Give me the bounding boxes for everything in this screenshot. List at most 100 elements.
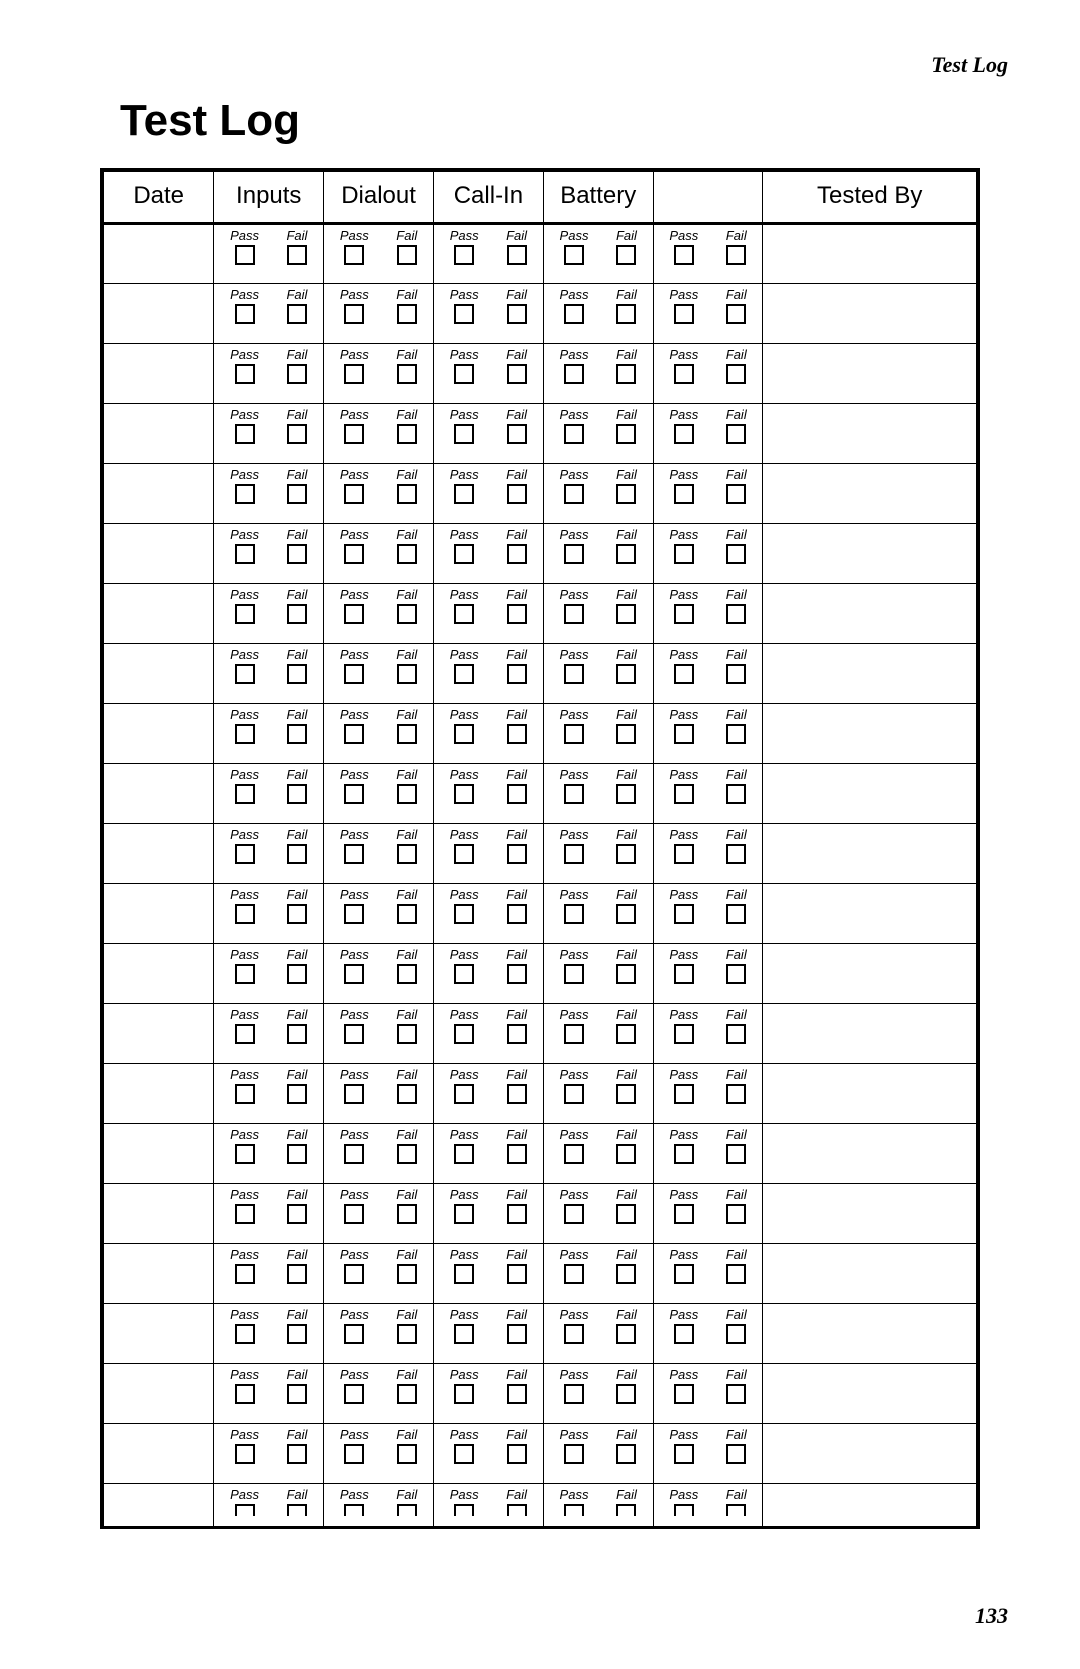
pass-checkbox[interactable]	[235, 1144, 255, 1164]
fail-checkbox[interactable]	[726, 424, 746, 444]
date-cell[interactable]	[104, 764, 214, 824]
pass-checkbox[interactable]	[564, 304, 584, 324]
tested-by-cell[interactable]	[763, 1064, 976, 1124]
tested-by-cell[interactable]	[763, 644, 976, 704]
pass-checkbox[interactable]	[454, 964, 474, 984]
pass-checkbox[interactable]	[674, 844, 694, 864]
pass-checkbox[interactable]	[674, 1264, 694, 1284]
date-cell[interactable]	[104, 1304, 214, 1364]
pass-checkbox[interactable]	[235, 1324, 255, 1344]
pass-checkbox[interactable]	[454, 484, 474, 504]
pass-checkbox[interactable]	[454, 364, 474, 384]
date-cell[interactable]	[104, 344, 214, 404]
pass-checkbox[interactable]	[344, 304, 364, 324]
pass-checkbox[interactable]	[344, 904, 364, 924]
pass-checkbox[interactable]	[344, 544, 364, 564]
fail-checkbox[interactable]	[726, 1504, 746, 1516]
pass-checkbox[interactable]	[344, 604, 364, 624]
pass-checkbox[interactable]	[454, 1144, 474, 1164]
fail-checkbox[interactable]	[397, 1144, 417, 1164]
pass-checkbox[interactable]	[235, 784, 255, 804]
pass-checkbox[interactable]	[344, 1204, 364, 1224]
fail-checkbox[interactable]	[726, 784, 746, 804]
date-cell[interactable]	[104, 1484, 214, 1526]
pass-checkbox[interactable]	[454, 1324, 474, 1344]
pass-checkbox[interactable]	[564, 544, 584, 564]
fail-checkbox[interactable]	[397, 544, 417, 564]
fail-checkbox[interactable]	[726, 664, 746, 684]
pass-checkbox[interactable]	[344, 964, 364, 984]
pass-checkbox[interactable]	[454, 544, 474, 564]
fail-checkbox[interactable]	[397, 304, 417, 324]
fail-checkbox[interactable]	[726, 245, 746, 265]
fail-checkbox[interactable]	[397, 245, 417, 265]
pass-checkbox[interactable]	[564, 1384, 584, 1404]
fail-checkbox[interactable]	[287, 1264, 307, 1284]
pass-checkbox[interactable]	[564, 1024, 584, 1044]
date-cell[interactable]	[104, 884, 214, 944]
fail-checkbox[interactable]	[616, 664, 636, 684]
fail-checkbox[interactable]	[397, 1024, 417, 1044]
fail-checkbox[interactable]	[507, 784, 527, 804]
fail-checkbox[interactable]	[287, 664, 307, 684]
fail-checkbox[interactable]	[616, 1204, 636, 1224]
fail-checkbox[interactable]	[507, 1444, 527, 1464]
fail-checkbox[interactable]	[287, 364, 307, 384]
fail-checkbox[interactable]	[507, 1504, 527, 1516]
fail-checkbox[interactable]	[616, 484, 636, 504]
fail-checkbox[interactable]	[726, 604, 746, 624]
pass-checkbox[interactable]	[235, 724, 255, 744]
pass-checkbox[interactable]	[674, 784, 694, 804]
pass-checkbox[interactable]	[564, 664, 584, 684]
fail-checkbox[interactable]	[616, 1084, 636, 1104]
fail-checkbox[interactable]	[397, 604, 417, 624]
fail-checkbox[interactable]	[507, 844, 527, 864]
date-cell[interactable]	[104, 404, 214, 464]
fail-checkbox[interactable]	[507, 604, 527, 624]
tested-by-cell[interactable]	[763, 1184, 976, 1244]
pass-checkbox[interactable]	[564, 245, 584, 265]
fail-checkbox[interactable]	[287, 1084, 307, 1104]
fail-checkbox[interactable]	[287, 784, 307, 804]
fail-checkbox[interactable]	[397, 424, 417, 444]
pass-checkbox[interactable]	[454, 424, 474, 444]
date-cell[interactable]	[104, 644, 214, 704]
fail-checkbox[interactable]	[287, 724, 307, 744]
fail-checkbox[interactable]	[616, 304, 636, 324]
fail-checkbox[interactable]	[726, 1084, 746, 1104]
date-cell[interactable]	[104, 1364, 214, 1424]
date-cell[interactable]	[104, 944, 214, 1004]
pass-checkbox[interactable]	[564, 844, 584, 864]
pass-checkbox[interactable]	[235, 1204, 255, 1224]
fail-checkbox[interactable]	[397, 1504, 417, 1516]
date-cell[interactable]	[104, 284, 214, 344]
fail-checkbox[interactable]	[507, 1204, 527, 1224]
pass-checkbox[interactable]	[674, 1444, 694, 1464]
pass-checkbox[interactable]	[564, 904, 584, 924]
pass-checkbox[interactable]	[564, 1324, 584, 1344]
fail-checkbox[interactable]	[616, 1384, 636, 1404]
pass-checkbox[interactable]	[454, 1264, 474, 1284]
fail-checkbox[interactable]	[726, 1444, 746, 1464]
pass-checkbox[interactable]	[344, 245, 364, 265]
fail-checkbox[interactable]	[397, 964, 417, 984]
pass-checkbox[interactable]	[674, 424, 694, 444]
pass-checkbox[interactable]	[564, 1144, 584, 1164]
pass-checkbox[interactable]	[454, 724, 474, 744]
fail-checkbox[interactable]	[616, 1144, 636, 1164]
fail-checkbox[interactable]	[397, 1384, 417, 1404]
date-cell[interactable]	[104, 824, 214, 884]
pass-checkbox[interactable]	[235, 1264, 255, 1284]
fail-checkbox[interactable]	[616, 1264, 636, 1284]
fail-checkbox[interactable]	[726, 1144, 746, 1164]
pass-checkbox[interactable]	[344, 1264, 364, 1284]
fail-checkbox[interactable]	[507, 1024, 527, 1044]
tested-by-cell[interactable]	[763, 1484, 976, 1526]
pass-checkbox[interactable]	[674, 664, 694, 684]
fail-checkbox[interactable]	[507, 1324, 527, 1344]
pass-checkbox[interactable]	[235, 424, 255, 444]
pass-checkbox[interactable]	[454, 1444, 474, 1464]
fail-checkbox[interactable]	[287, 304, 307, 324]
fail-checkbox[interactable]	[616, 964, 636, 984]
fail-checkbox[interactable]	[616, 604, 636, 624]
